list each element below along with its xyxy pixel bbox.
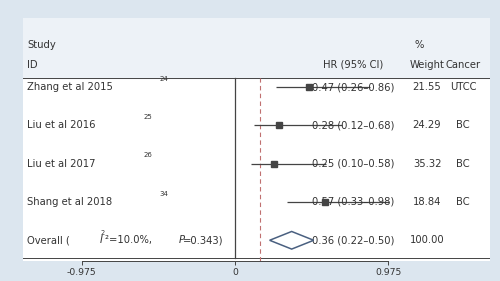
Text: 34: 34 <box>160 191 168 197</box>
Text: 100.00: 100.00 <box>410 235 444 245</box>
Text: BC: BC <box>456 121 470 130</box>
Text: P: P <box>178 235 184 245</box>
Text: BC: BC <box>456 197 470 207</box>
Text: ID: ID <box>27 60 38 70</box>
Text: %: % <box>414 40 424 50</box>
Text: 0.28 (0.12–0.68): 0.28 (0.12–0.68) <box>312 121 394 130</box>
Text: Shang et al 2018: Shang et al 2018 <box>27 197 112 207</box>
Text: Study: Study <box>27 40 56 50</box>
Text: 0.47 (0.26–0.86): 0.47 (0.26–0.86) <box>312 82 394 92</box>
Text: 35.32: 35.32 <box>413 159 442 169</box>
Text: Zhang et al 2015: Zhang et al 2015 <box>27 82 113 92</box>
Text: 24: 24 <box>160 76 168 82</box>
Text: Liu et al 2016: Liu et al 2016 <box>27 121 96 130</box>
Text: Weight: Weight <box>410 60 444 70</box>
Text: Overall (: Overall ( <box>27 235 70 245</box>
Text: 18.84: 18.84 <box>413 197 441 207</box>
Text: 25: 25 <box>144 114 152 120</box>
Text: I: I <box>100 235 102 245</box>
Text: 0.25 (0.10–0.58): 0.25 (0.10–0.58) <box>312 159 394 169</box>
Text: 26: 26 <box>144 152 152 158</box>
Text: BC: BC <box>456 159 470 169</box>
Text: Cancer: Cancer <box>446 60 481 70</box>
Text: HR (95% CI): HR (95% CI) <box>323 60 383 70</box>
Text: 2: 2 <box>101 230 105 236</box>
Polygon shape <box>270 232 314 249</box>
Text: 0.57 (0.33–0.98): 0.57 (0.33–0.98) <box>312 197 394 207</box>
Text: 21.55: 21.55 <box>412 82 442 92</box>
Text: ²=10.0%,: ²=10.0%, <box>105 235 155 245</box>
Text: 24.29: 24.29 <box>412 121 442 130</box>
Text: =0.343): =0.343) <box>183 235 224 245</box>
Text: 0.36 (0.22–0.50): 0.36 (0.22–0.50) <box>312 235 394 245</box>
Text: Liu et al 2017: Liu et al 2017 <box>27 159 96 169</box>
Bar <box>22 18 490 78</box>
Text: UTCC: UTCC <box>450 82 476 92</box>
